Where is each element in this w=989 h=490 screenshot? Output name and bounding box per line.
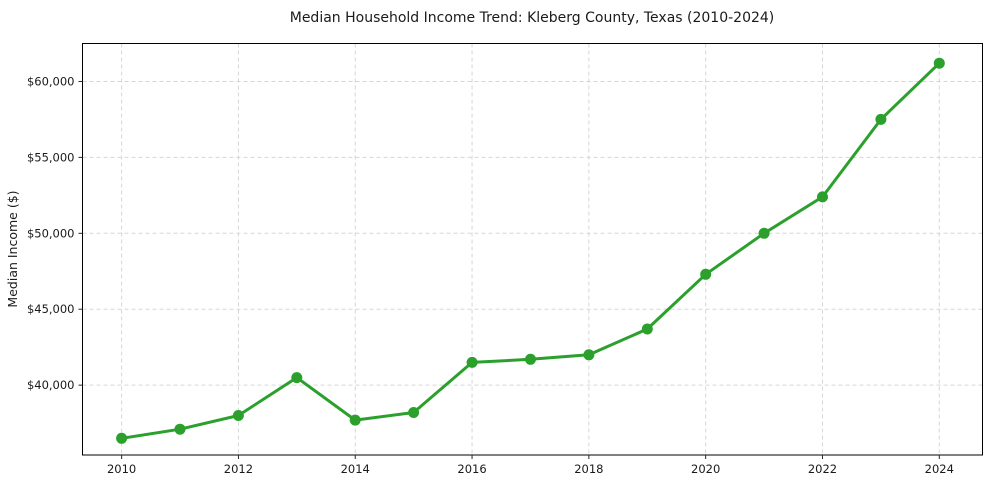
series-layer: [116, 57, 945, 444]
y-tick-label: $60,000: [27, 74, 75, 88]
y-tick-label: $45,000: [27, 302, 75, 316]
data-point-marker: [817, 191, 828, 203]
data-point-marker: [641, 323, 653, 335]
x-tick-label: 2010: [107, 462, 136, 476]
data-point-marker: [116, 432, 128, 444]
data-point-marker: [291, 372, 303, 384]
x-tick-label: 2024: [925, 462, 954, 476]
data-point-marker: [758, 227, 770, 239]
x-tick-label: 2022: [808, 462, 837, 476]
data-point-marker: [525, 353, 536, 365]
data-point-marker: [408, 407, 420, 418]
data-point-marker: [583, 349, 595, 361]
data-point-marker: [875, 113, 887, 125]
x-tick-label: 2016: [457, 462, 486, 476]
y-tick-label: $40,000: [27, 378, 75, 392]
x-tick-label: 2020: [691, 462, 720, 476]
y-tick-label: $55,000: [27, 150, 75, 164]
chart-title: Median Household Income Trend: Kleberg C…: [290, 10, 775, 26]
x-tick-label: 2014: [341, 462, 370, 476]
x-tick-label: 2012: [224, 462, 253, 476]
data-point-marker: [933, 57, 945, 69]
y-tick-label: $50,000: [27, 226, 75, 240]
data-point-marker: [466, 356, 478, 368]
data-point-marker: [700, 268, 712, 280]
y-axis-label: Median Income ($): [5, 190, 20, 307]
data-point-marker: [232, 410, 244, 421]
x-tick-label: 2018: [574, 462, 603, 476]
series-line: [120, 61, 941, 440]
data-point-marker: [174, 423, 186, 435]
plot-border: [82, 43, 983, 456]
axes-layer: $40,000 $45,000 $50,000 $55,000 $60,000 2010 2…: [27, 43, 983, 476]
gridlines-layer: [82, 43, 983, 455]
data-point-marker: [349, 414, 361, 426]
